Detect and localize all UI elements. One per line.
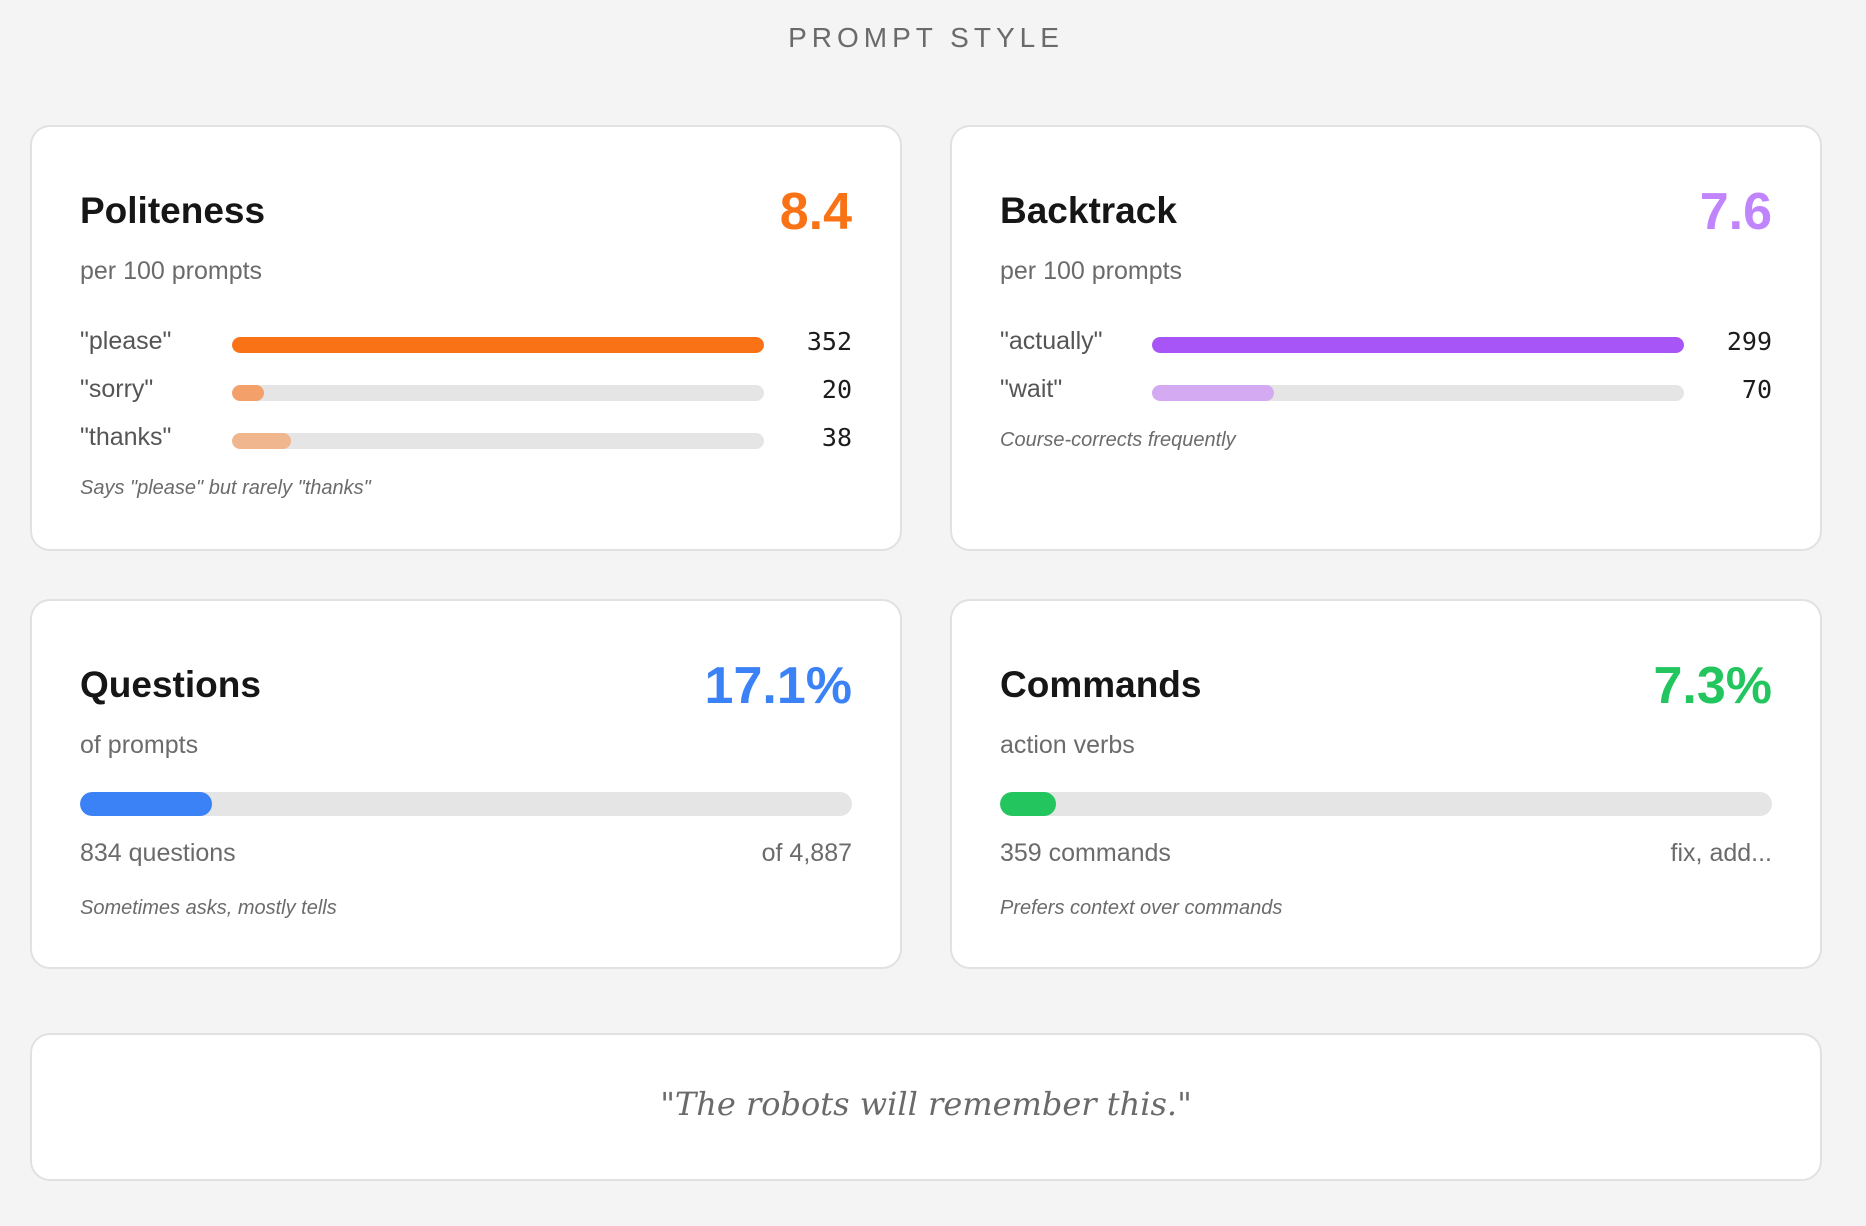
section-title: PROMPT STYLE: [788, 22, 1064, 53]
commands-progress-fill: [1000, 792, 1057, 816]
backtrack-subtitle: per 100 prompts: [1000, 257, 1183, 285]
questions-note: Sometimes asks, mostly tells: [80, 897, 337, 919]
politeness-card: Politeness 8.4 per 100 prompts "please" …: [30, 125, 902, 551]
backtrack-bars: "actually" 299 "wait" 70: [1000, 319, 1772, 415]
bar-track: [1152, 337, 1684, 353]
commands-count: 359 commands: [1000, 839, 1171, 867]
quote-text: "The robots will remember this.": [660, 1085, 1192, 1123]
commands-header: Commands 7.3%: [1000, 656, 1772, 716]
quote-card: "The robots will remember this.": [30, 1033, 1822, 1181]
bar-label: "actually": [1000, 327, 1103, 355]
questions-title: Questions: [80, 664, 261, 705]
commands-progress-track: [1000, 792, 1772, 816]
bar-fill: [1152, 337, 1684, 353]
bar-value: 38: [821, 423, 852, 452]
bar-fill: [232, 385, 264, 401]
questions-count: 834 questions: [80, 839, 236, 867]
bar-track: [232, 385, 764, 401]
politeness-subtitle: per 100 prompts: [80, 257, 263, 285]
bar-row-actually: "actually" 299: [1000, 319, 1772, 367]
politeness-metric: 8.4: [779, 183, 852, 241]
commands-card: Commands 7.3% action verbs 359 commands …: [950, 599, 1822, 969]
politeness-header: Politeness 8.4: [80, 182, 852, 242]
bar-value: 299: [1726, 327, 1772, 356]
bar-fill: [1152, 385, 1275, 401]
bar-label: "sorry": [80, 375, 154, 403]
bar-label: "thanks": [80, 423, 172, 451]
questions-metric: 17.1%: [704, 657, 852, 715]
bar-label: "please": [80, 327, 172, 355]
bar-track: [1152, 385, 1684, 401]
questions-card: Questions 17.1% of prompts 834 questions…: [30, 599, 902, 969]
commands-metric: 7.3%: [1653, 657, 1772, 715]
commands-title: Commands: [1000, 664, 1202, 705]
backtrack-note: Course-corrects frequently: [1000, 429, 1236, 451]
questions-total: of 4,887: [761, 839, 852, 867]
questions-subtitle: of prompts: [80, 731, 199, 759]
politeness-note: Says "please" but rarely "thanks": [80, 477, 371, 499]
bar-value: 352: [806, 327, 852, 356]
bar-value: 70: [1741, 375, 1772, 404]
bar-fill: [232, 433, 291, 449]
backtrack-metric: 7.6: [1699, 183, 1772, 241]
backtrack-header: Backtrack 7.6: [1000, 182, 1772, 242]
commands-subtitle: action verbs: [1000, 731, 1135, 759]
commands-note: Prefers context over commands: [1000, 897, 1283, 919]
politeness-title: Politeness: [80, 190, 266, 231]
questions-progress-fill: [80, 792, 212, 816]
bar-track: [232, 337, 764, 353]
bar-fill: [232, 337, 764, 353]
bar-label: "wait": [1000, 375, 1063, 403]
politeness-bars: "please" 352 "sorry" 20 "thanks" 38: [80, 319, 852, 463]
bar-row-thanks: "thanks" 38: [80, 415, 852, 463]
bar-track: [232, 433, 764, 449]
commands-examples: fix, add...: [1670, 839, 1772, 867]
bar-row-please: "please" 352: [80, 319, 852, 367]
bar-value: 20: [821, 375, 852, 404]
bar-row-sorry: "sorry" 20: [80, 367, 852, 415]
questions-progress-track: [80, 792, 852, 816]
backtrack-card: Backtrack 7.6 per 100 prompts "actually"…: [950, 125, 1822, 551]
bar-row-wait: "wait" 70: [1000, 367, 1772, 415]
questions-header: Questions 17.1%: [80, 656, 852, 716]
backtrack-title: Backtrack: [1000, 190, 1177, 231]
